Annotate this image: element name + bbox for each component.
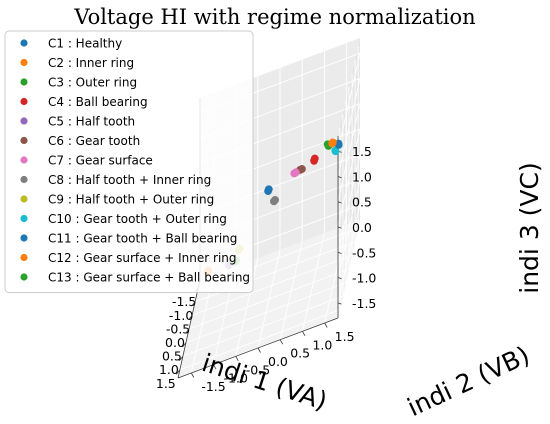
x-tick-label-mark: [185, 328, 190, 334]
z-tick-label-mark: [337, 277, 342, 280]
legend-marker: [20, 39, 28, 47]
data-point: [310, 154, 319, 163]
y-tick-label-mark: [235, 356, 239, 362]
x-tick-label: 0.0: [165, 335, 185, 350]
legend-entry: C4 : Ball bearing: [48, 95, 148, 109]
legend-entry: C7 : Gear surface: [48, 154, 153, 168]
legend-marker: [20, 195, 28, 203]
z-tick-label-mark: [337, 176, 342, 179]
z-tick-label: 0.5: [352, 195, 372, 210]
legend-entry: C5 : Half tooth: [48, 115, 135, 129]
x-tick-label: 1.0: [159, 362, 179, 377]
tick-labels: -1.5-1.0-0.50.00.51.01.5 -1.5-1.0-0.50.00…: [156, 144, 377, 394]
legend-entry: C6 : Gear tooth: [48, 134, 140, 148]
x-tick-label: 0.5: [162, 349, 182, 364]
grid-line: [337, 53, 361, 152]
y-tick-label-mark: [302, 331, 306, 337]
x-tick-label-mark: [176, 369, 181, 375]
grid-line: [337, 179, 361, 278]
y-tick-label: -1.0: [224, 371, 248, 386]
data-point: [291, 168, 300, 177]
legend-frame: [4, 30, 254, 293]
legend-marker: [20, 273, 28, 281]
x-tick-label-mark: [191, 301, 196, 307]
legend: C1 : Healthy C2 : Inner ring C3 : Outer ri…: [4, 30, 254, 293]
legend-marker: [20, 78, 28, 86]
legend-marker: [20, 175, 28, 184]
y-tick-label: 0.5: [290, 346, 310, 361]
z-tick-label: 1.5: [352, 144, 372, 159]
z-tick-label: -1.5: [352, 296, 376, 311]
y-axis-label: indi 2 (VB): [403, 340, 534, 422]
legend-marker: [20, 136, 28, 145]
z-tick-label: -1.0: [352, 271, 376, 286]
data-point: [331, 146, 340, 155]
x-tick-label: -1.0: [169, 308, 193, 323]
grid-line: [302, 233, 325, 332]
chart-title: Voltage HI with regime normalization: [73, 5, 475, 29]
y-tick-label-mark: [190, 372, 195, 378]
y-tick-label: 1.5: [335, 329, 355, 344]
legend-entry: C2 : Inner ring: [48, 56, 134, 70]
z-tick-label-mark: [337, 251, 342, 254]
z-tick-label-mark: [337, 226, 342, 229]
y-tick-label: -1.5: [201, 379, 225, 394]
grid-line: [324, 224, 348, 324]
grid-line: [337, 128, 361, 228]
x-tick-label: -1.5: [172, 294, 196, 309]
grid-line: [337, 154, 361, 253]
z-tick-label: 1.0: [352, 169, 372, 184]
grid-line: [337, 78, 361, 177]
grid-line: [337, 204, 361, 303]
legend-marker: [20, 253, 28, 262]
data-point: [264, 185, 273, 194]
grid-line: [257, 249, 281, 349]
z-tick-label-mark: [337, 201, 342, 204]
x-tick-label-mark: [179, 355, 184, 361]
data-point: [271, 196, 279, 204]
legend-entry: C9 : Half tooth + Outer ring: [48, 193, 214, 207]
legend-marker: [20, 97, 28, 106]
y-tick-label: -0.5: [246, 362, 270, 377]
x-tick-label-mark: [182, 342, 187, 348]
z-tick-label: 0.0: [352, 220, 372, 235]
grid-line: [337, 103, 361, 202]
legend-entry: C10 : Gear tooth + Outer ring: [48, 212, 227, 226]
x-axis-label: indi 1 (VA): [199, 348, 331, 416]
legend-entry: C8 : Half tooth + Inner ring: [48, 173, 211, 187]
z-tick-label-mark: [337, 302, 342, 305]
legend-marker: [20, 234, 28, 242]
legend-entry: C13 : Gear surface + Ball bearing: [48, 271, 250, 285]
y-tick-label-mark: [213, 364, 217, 370]
z-axis-label: indi 3 (VC): [515, 162, 544, 293]
y-tick-label-mark: [279, 339, 284, 345]
legend-marker: [20, 214, 28, 223]
x-tick-label: -0.5: [166, 321, 190, 336]
y-tick-label: 1.0: [312, 337, 332, 352]
legend-marker: [20, 117, 28, 125]
grid-line: [235, 258, 259, 357]
legend-entry: C12 : Gear surface + Inner ring: [48, 251, 237, 265]
data-point: [328, 138, 337, 147]
x-tick-label: 1.5: [156, 376, 176, 391]
legend-entry: C1 : Healthy: [48, 37, 122, 51]
legend-marker: [20, 58, 28, 67]
legend-marker: [20, 156, 28, 164]
z-tick-label: -0.5: [352, 245, 376, 260]
x-tick-label-mark: [188, 315, 193, 321]
y-tick-label-mark: [324, 322, 328, 328]
grid-line: [279, 241, 303, 340]
legend-entry: C3 : Outer ring: [48, 76, 137, 90]
legend-entry: C11 : Gear tooth + Ball bearing: [48, 232, 237, 246]
y-tick-label-mark: [257, 347, 261, 353]
y-tick-label: 0.0: [268, 354, 288, 369]
data-point: [298, 165, 306, 173]
